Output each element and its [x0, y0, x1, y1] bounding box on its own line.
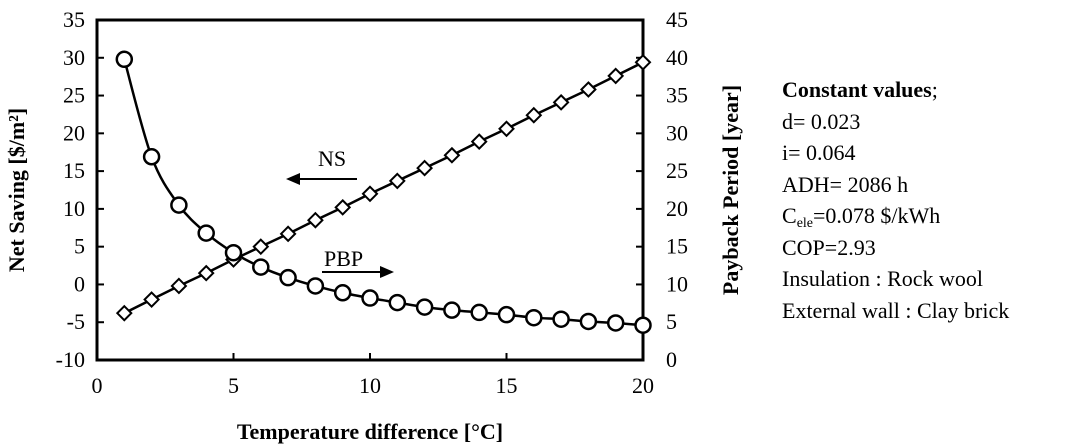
right-y-tick-label: 0 [666, 347, 677, 372]
constants-heading-text: Constant values [782, 77, 932, 102]
pbp-marker [361, 289, 379, 307]
x-axis-title: Temperature difference [°C] [237, 419, 503, 444]
constant-insulation: Insulation : Rock wool [782, 266, 984, 291]
right-y-tick-label: 25 [666, 158, 688, 183]
pbp-marker [306, 277, 325, 295]
right-y-tick-label: 15 [666, 234, 688, 259]
pbp-marker [470, 303, 488, 322]
ns-marker [443, 146, 461, 164]
pbp-marker [415, 298, 434, 316]
left-y-axis-title: Net Saving [$/m²] [4, 108, 29, 272]
x-tick-label: 15 [496, 373, 518, 398]
constant-i: i= 0.064 [782, 140, 856, 165]
ns-marker [361, 185, 379, 203]
constant-cele-value: =0.078 $/kWh [813, 203, 941, 228]
constants-heading-suffix: ; [931, 77, 938, 102]
ns-marker [470, 133, 488, 151]
ns-marker [115, 304, 133, 322]
ns-marker [279, 225, 297, 243]
pbp-marker [634, 316, 652, 334]
series-layer [115, 50, 652, 334]
left-y-tick-label: 0 [74, 271, 85, 296]
pbp-marker [170, 196, 188, 214]
x-tick-label: 5 [228, 373, 239, 398]
constants-heading: Constant values; [782, 74, 1082, 106]
ns-marker [498, 120, 515, 138]
ns-marker [252, 238, 270, 256]
constants-panel: Constant values; d= 0.023 i= 0.064 ADH= … [782, 74, 1082, 326]
pbp-arrowhead [380, 266, 394, 278]
constant-cele: Cele=0.078 $/kWh [782, 200, 1082, 232]
constant-external-wall: External wall : Clay brick [782, 297, 1010, 323]
right-y-tick-label: 35 [666, 83, 688, 108]
pbp-marker [224, 243, 243, 262]
ns-marker [197, 264, 215, 282]
ns-marker [170, 277, 188, 295]
right-y-tick-label: 5 [666, 309, 677, 334]
ns-marker [334, 198, 352, 216]
left-y-tick-label: -5 [67, 309, 85, 334]
ns-marker [525, 106, 543, 124]
ns-arrowhead [286, 173, 300, 185]
right-y-tick-label: 45 [666, 7, 688, 32]
ns-marker [416, 159, 434, 177]
left-y-tick-label: 15 [63, 158, 85, 183]
right-y-tick-label: 40 [666, 45, 688, 70]
constant-cop: COP=2.93 [782, 234, 876, 260]
constant-cele-symbol: C [782, 203, 797, 228]
annotation-layer: NS PBP [286, 146, 394, 278]
pbp-marker [579, 312, 598, 331]
right-y-tick-label: 20 [666, 196, 688, 221]
pbp-annotation-label: PBP [324, 246, 363, 271]
ns-marker [579, 81, 597, 98]
pbp-marker [333, 284, 352, 302]
chart: 0 5 10 15 20 -10 -5 0 5 10 15 20 25 30 35 0 5 10 15 20 25 30 3… [4, 7, 743, 444]
right-y-tick-label: 10 [666, 271, 688, 296]
constant-cele-subscript: ele [796, 216, 814, 231]
pbp-marker [115, 50, 134, 69]
constant-d: d= 0.023 [782, 108, 861, 134]
x-tick-label: 10 [359, 373, 381, 398]
constant-adh: ADH= 2086 h [782, 171, 909, 197]
right-y-tick-label: 30 [666, 120, 688, 145]
ns-marker [306, 211, 324, 229]
pbp-marker [252, 258, 270, 276]
ns-marker [607, 67, 625, 85]
left-y-tick-label: 5 [74, 234, 85, 259]
pbp-marker [142, 148, 161, 166]
x-tick-label: 20 [632, 373, 654, 398]
left-y-tick-label: 20 [63, 120, 85, 145]
pbp-marker [525, 308, 543, 327]
left-y-tick-label: 30 [63, 45, 85, 70]
ns-marker [388, 172, 406, 190]
axes-layer: 0 5 10 15 20 -10 -5 0 5 10 15 20 25 30 35 0 5 10 15 20 25 30 3… [4, 7, 743, 444]
pbp-marker [388, 293, 407, 312]
left-y-tick-label: 35 [63, 7, 85, 32]
right-y-axis-title: Payback Period [year] [718, 85, 743, 295]
pbp-marker [606, 314, 625, 332]
left-y-tick-label: -10 [56, 347, 85, 372]
pbp-marker [197, 224, 215, 242]
ns-annotation-label: NS [318, 146, 346, 171]
ns-marker [143, 291, 161, 308]
pbp-marker [279, 268, 297, 287]
x-tick-label: 0 [92, 373, 103, 398]
ns-marker [552, 93, 570, 111]
pbp-marker [497, 305, 516, 324]
ns-marker [634, 53, 652, 71]
left-y-tick-label: 25 [63, 83, 85, 108]
left-y-tick-label: 10 [63, 196, 85, 221]
pbp-marker [552, 310, 570, 328]
pbp-marker [443, 301, 461, 319]
